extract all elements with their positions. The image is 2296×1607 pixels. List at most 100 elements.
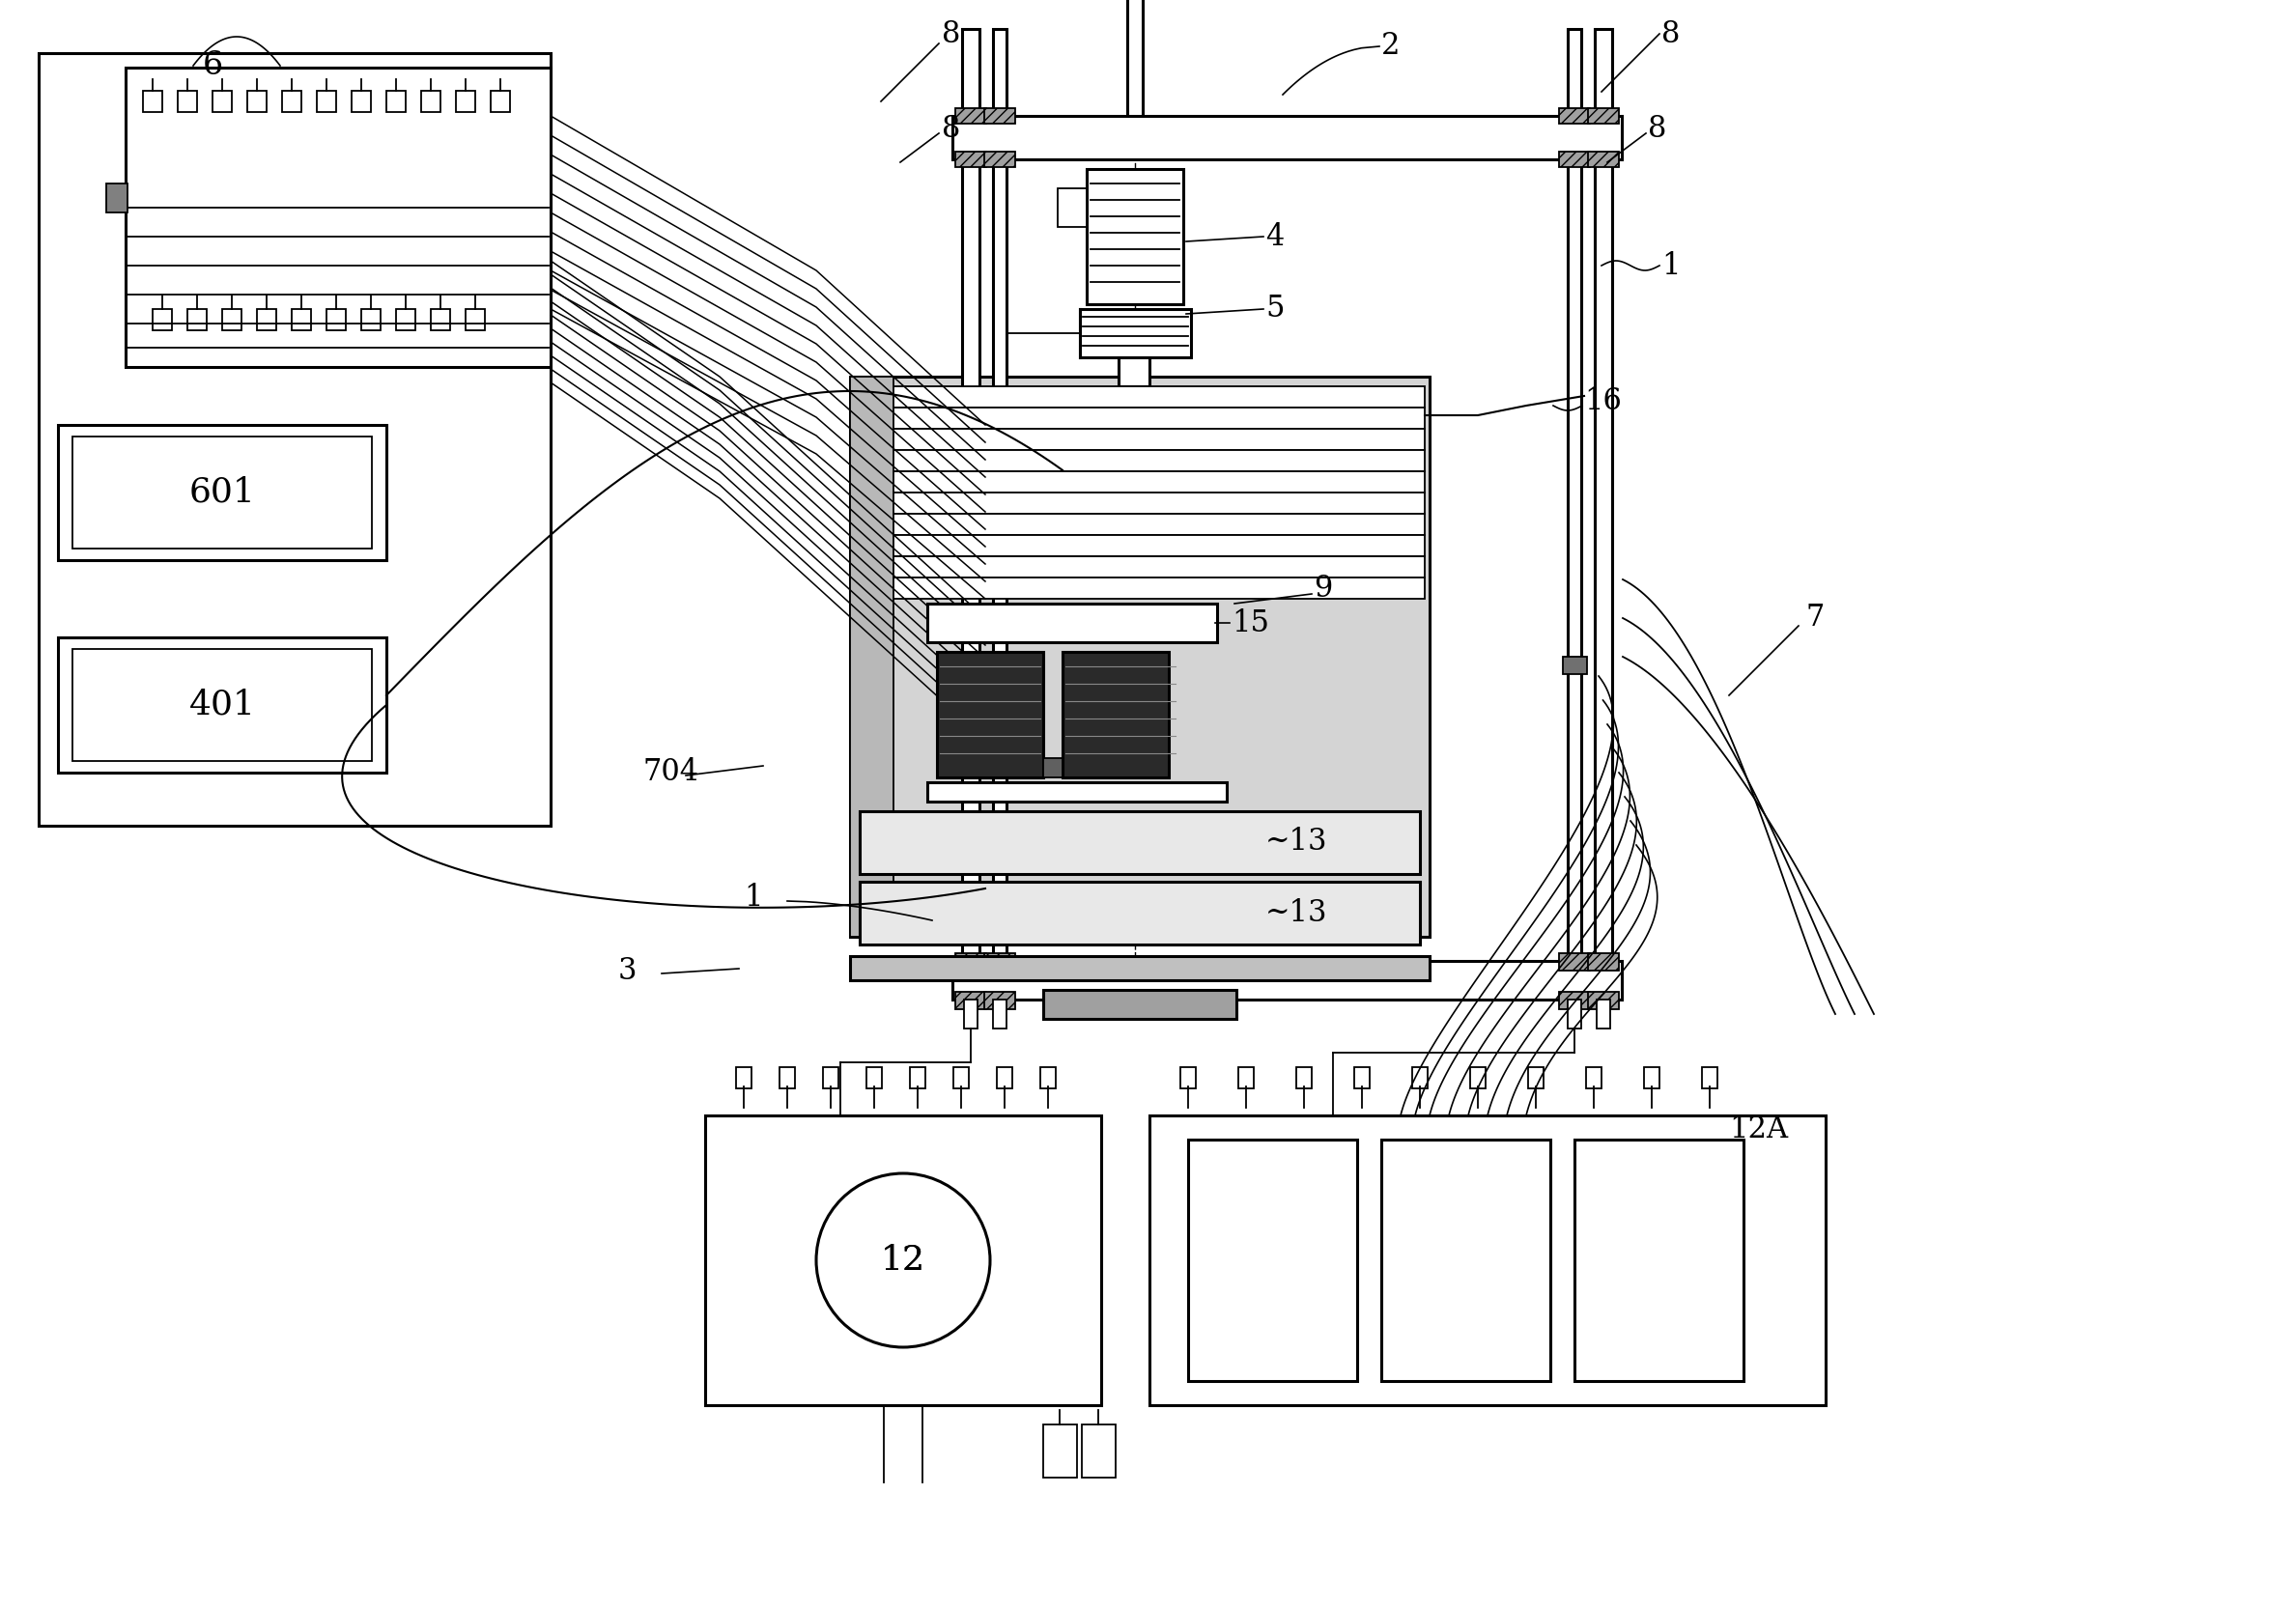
Text: 12: 12 (882, 1244, 925, 1276)
Bar (142, 90, 163, 112)
Bar (466, 309, 484, 331)
Bar (854, 408, 1426, 429)
Bar (985, 992, 1015, 1009)
Bar (351, 90, 372, 112)
Bar (1042, 1424, 1077, 1477)
Bar (1079, 309, 1192, 357)
Text: 3: 3 (618, 956, 636, 985)
Bar (326, 309, 347, 331)
Bar (420, 90, 441, 112)
Bar (985, 108, 1015, 124)
Bar (1596, 1000, 1609, 1028)
Bar (177, 90, 197, 112)
Bar (1382, 1139, 1550, 1380)
Bar (152, 309, 172, 331)
Text: 1: 1 (744, 884, 762, 913)
Text: 2: 2 (1382, 32, 1401, 61)
Bar (188, 309, 207, 331)
Bar (223, 309, 241, 331)
Bar (866, 1067, 882, 1088)
Bar (1355, 1067, 1371, 1088)
Bar (1596, 29, 1612, 975)
Text: 8: 8 (1662, 19, 1681, 48)
Bar (1564, 657, 1587, 673)
Bar (491, 90, 510, 112)
Text: 1: 1 (1662, 251, 1681, 281)
Text: ~13: ~13 (1265, 828, 1327, 857)
Bar (928, 604, 1217, 643)
Bar (1589, 992, 1619, 1009)
Text: 8: 8 (1649, 114, 1667, 143)
Bar (73, 437, 372, 548)
Bar (1587, 1067, 1603, 1088)
Text: 9: 9 (1313, 574, 1332, 604)
Bar (854, 535, 1426, 556)
Bar (854, 450, 1426, 471)
Bar (1058, 188, 1086, 227)
Bar (955, 151, 987, 167)
Bar (395, 309, 416, 331)
Bar (928, 783, 1226, 802)
Bar (1042, 990, 1235, 1019)
Bar (248, 90, 266, 112)
Bar (854, 471, 1426, 492)
Bar (953, 961, 1621, 1000)
Bar (57, 638, 386, 773)
Bar (909, 1067, 925, 1088)
Bar (1086, 169, 1182, 304)
Text: 7: 7 (1807, 603, 1825, 633)
Bar (1589, 953, 1619, 971)
Bar (985, 953, 1015, 971)
Bar (1187, 1139, 1357, 1380)
Bar (850, 376, 1430, 937)
Text: 12: 12 (882, 1244, 925, 1276)
Text: 704: 704 (643, 757, 698, 787)
Bar (992, 1000, 1006, 1028)
Bar (317, 90, 335, 112)
Bar (955, 992, 987, 1009)
Bar (39, 53, 551, 826)
Bar (257, 309, 276, 331)
Bar (292, 309, 310, 331)
Circle shape (815, 1173, 990, 1347)
Bar (992, 29, 1006, 975)
Bar (705, 1115, 1102, 1405)
Text: 5: 5 (1265, 294, 1283, 325)
Bar (457, 90, 475, 112)
Bar (854, 386, 1426, 408)
Bar (1238, 1067, 1254, 1088)
Bar (854, 514, 1426, 535)
Bar (996, 1067, 1013, 1088)
Bar (955, 108, 987, 124)
Bar (822, 1067, 838, 1088)
Bar (781, 1067, 794, 1088)
Text: 15: 15 (1231, 607, 1270, 638)
Text: 8: 8 (941, 19, 960, 48)
Bar (1589, 151, 1619, 167)
Bar (1568, 29, 1582, 975)
Bar (1040, 1067, 1056, 1088)
Bar (73, 649, 372, 762)
Bar (432, 309, 450, 331)
Bar (985, 151, 1015, 167)
Bar (1559, 992, 1589, 1009)
Bar (955, 953, 987, 971)
Bar (953, 1067, 969, 1088)
Bar (386, 90, 406, 112)
Bar (850, 376, 893, 937)
Bar (282, 90, 301, 112)
Bar (1559, 151, 1589, 167)
Text: 601: 601 (188, 476, 255, 509)
Bar (1559, 108, 1589, 124)
Bar (106, 183, 129, 212)
Bar (859, 812, 1419, 874)
Text: 4: 4 (1265, 222, 1283, 252)
Bar (1063, 652, 1169, 778)
Bar (1575, 1139, 1743, 1380)
Bar (859, 882, 1419, 945)
Bar (1118, 357, 1150, 386)
Bar (854, 556, 1426, 577)
Bar (850, 956, 1430, 980)
Bar (126, 67, 551, 366)
Bar (964, 1000, 978, 1028)
